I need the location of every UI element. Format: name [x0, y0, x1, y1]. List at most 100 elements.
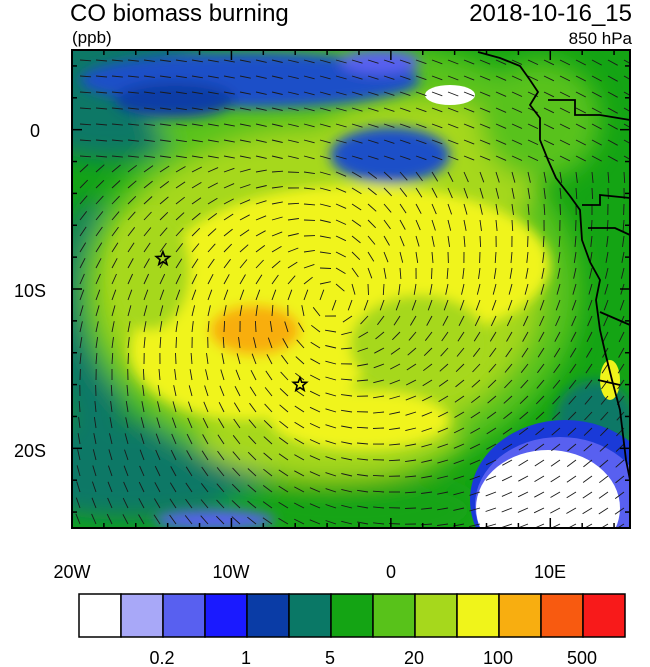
wind-barb	[540, 283, 545, 295]
wind-barb	[175, 59, 187, 63]
colorbar-swatch	[204, 593, 248, 638]
wind-barb	[495, 59, 507, 65]
wind-barb	[559, 187, 562, 199]
wind-barb	[534, 443, 545, 451]
marker-layer	[154, 249, 309, 393]
wind-barb	[111, 107, 123, 110]
wind-barb	[255, 75, 267, 79]
wind-barb	[623, 171, 626, 184]
wind-barb	[303, 107, 315, 112]
wind-barb	[351, 75, 363, 80]
wind-barb	[111, 211, 120, 221]
wind-barb	[456, 347, 465, 357]
wind-barb	[358, 331, 369, 338]
wind-barb	[566, 475, 577, 483]
wind-barb	[575, 91, 587, 98]
wind-barb	[588, 283, 593, 295]
wind-barb	[566, 507, 577, 514]
wind-barb	[574, 235, 577, 247]
wind-barb	[155, 449, 161, 461]
wind-barb	[623, 155, 630, 160]
wind-barb	[79, 59, 92, 62]
wind-barb	[253, 337, 257, 349]
wind-barb	[175, 91, 187, 95]
wind-barb	[395, 299, 401, 311]
wind-barb	[271, 231, 283, 237]
wind-barb	[279, 388, 289, 397]
wind-barb	[607, 91, 618, 98]
wind-barb	[586, 331, 593, 343]
wind-barb	[309, 487, 321, 493]
wind-barb	[191, 289, 197, 301]
wind-barb	[143, 123, 155, 126]
wind-barb	[383, 155, 395, 160]
wind-barb	[111, 180, 121, 189]
wind-barb	[255, 123, 267, 127]
wind-barb	[415, 139, 427, 145]
wind-barb	[554, 331, 561, 342]
wind-barb	[78, 417, 81, 429]
wind-barb	[157, 385, 161, 397]
wind-barb	[143, 273, 150, 285]
wind-barb	[111, 123, 123, 126]
wind-barb	[303, 155, 315, 160]
wind-barb	[325, 360, 337, 365]
coastline	[477, 51, 631, 481]
wind-barb	[543, 139, 555, 146]
wind-barb	[254, 320, 257, 333]
wind-barb	[319, 139, 331, 144]
wind-barb	[457, 331, 465, 342]
colorbar-swatch	[414, 593, 458, 638]
wind-barb	[293, 518, 305, 525]
wind-barb	[374, 347, 385, 354]
star-marker-west	[154, 249, 172, 267]
wind-barb	[191, 155, 203, 159]
wind-barb	[617, 379, 625, 390]
wind-barb	[383, 91, 395, 96]
wind-barb	[453, 491, 465, 496]
wind-barb	[325, 345, 337, 349]
wind-barb	[575, 187, 578, 200]
wind-barb	[175, 305, 180, 317]
wind-barb	[175, 155, 187, 159]
wind-barb	[223, 59, 235, 63]
wind-barb	[389, 379, 401, 385]
wind-barb	[309, 374, 321, 381]
wind-barb	[479, 171, 485, 183]
wind-barb	[271, 304, 274, 317]
wind-barb	[373, 411, 385, 414]
wind-barb	[202, 434, 209, 445]
wind-barb	[175, 321, 179, 333]
lon-label-20w: 20W	[53, 562, 90, 582]
wind-barb	[207, 167, 219, 173]
colorbar-label-0-2: 0.2	[149, 648, 174, 667]
wind-barb	[427, 299, 433, 311]
wind-barb	[591, 59, 602, 66]
wind-barb	[123, 481, 129, 493]
wind-barb	[239, 91, 251, 95]
wind-barb	[556, 283, 561, 295]
wind-barb	[309, 503, 321, 509]
wind-barb	[473, 331, 481, 342]
wind-barb	[447, 203, 453, 215]
wind-barb	[622, 219, 625, 232]
wind-barb	[106, 513, 113, 525]
wind-barb	[111, 337, 114, 349]
wind-barb	[575, 123, 587, 130]
wind-barb	[221, 353, 225, 365]
wind-barb	[95, 321, 99, 333]
wind-barb	[247, 451, 257, 461]
wind-barb	[415, 75, 427, 81]
wind-barb	[509, 267, 513, 279]
wind-barb	[79, 289, 85, 301]
wind-barb	[92, 449, 97, 461]
wind-barb	[518, 443, 529, 451]
wind-barb	[309, 406, 321, 413]
wind-barb	[287, 75, 299, 80]
wind-barb	[367, 123, 379, 128]
wind-barb	[95, 211, 104, 221]
wind-barb	[319, 281, 331, 285]
wind-barb	[367, 91, 379, 96]
wind-barb	[575, 155, 587, 162]
wind-barb	[421, 395, 433, 402]
